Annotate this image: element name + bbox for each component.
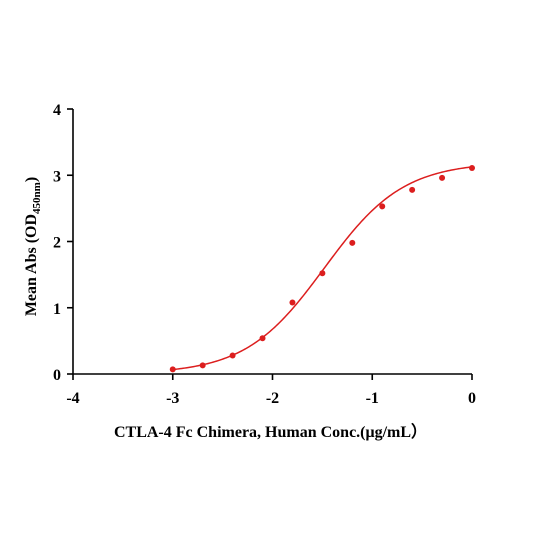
axes [72,109,472,375]
ticks: -4 -3 -2 -1 0 0 1 2 3 4 [53,102,476,407]
fit-curve [172,166,473,371]
y-tick-label: 0 [53,367,61,384]
x-tick-label: -2 [266,390,279,407]
data-point [469,164,475,171]
data-point [349,239,356,246]
y-tick-label: 3 [53,168,61,185]
data-point [319,270,326,277]
y-tick-label: 1 [53,301,61,318]
x-tick-label: -3 [166,390,179,407]
x-tick-label: -4 [66,390,79,407]
y-axis-title: Mean Abs (OD450nm) [23,177,43,316]
y-tick-label: 4 [53,102,61,119]
y-tick-label: 2 [53,235,61,252]
data-point [169,366,176,373]
plot-area [169,164,475,373]
y-axis-title-subscript: 450nm [31,182,43,214]
x-tick-label: 0 [468,390,476,407]
y-axis-title-prefix: Mean Abs (OD [23,214,40,316]
data-point [379,203,386,210]
x-tick-label: -1 [366,390,379,407]
data-point [439,174,446,181]
data-point [409,186,416,193]
data-point [289,299,296,306]
data-point [199,362,206,369]
data-point [259,335,266,342]
y-axis-title-suffix: ) [23,177,40,182]
data-point [229,352,236,359]
x-axis-title: CTLA-4 Fc Chimera, Human Conc.(μg/mL） [114,423,427,441]
